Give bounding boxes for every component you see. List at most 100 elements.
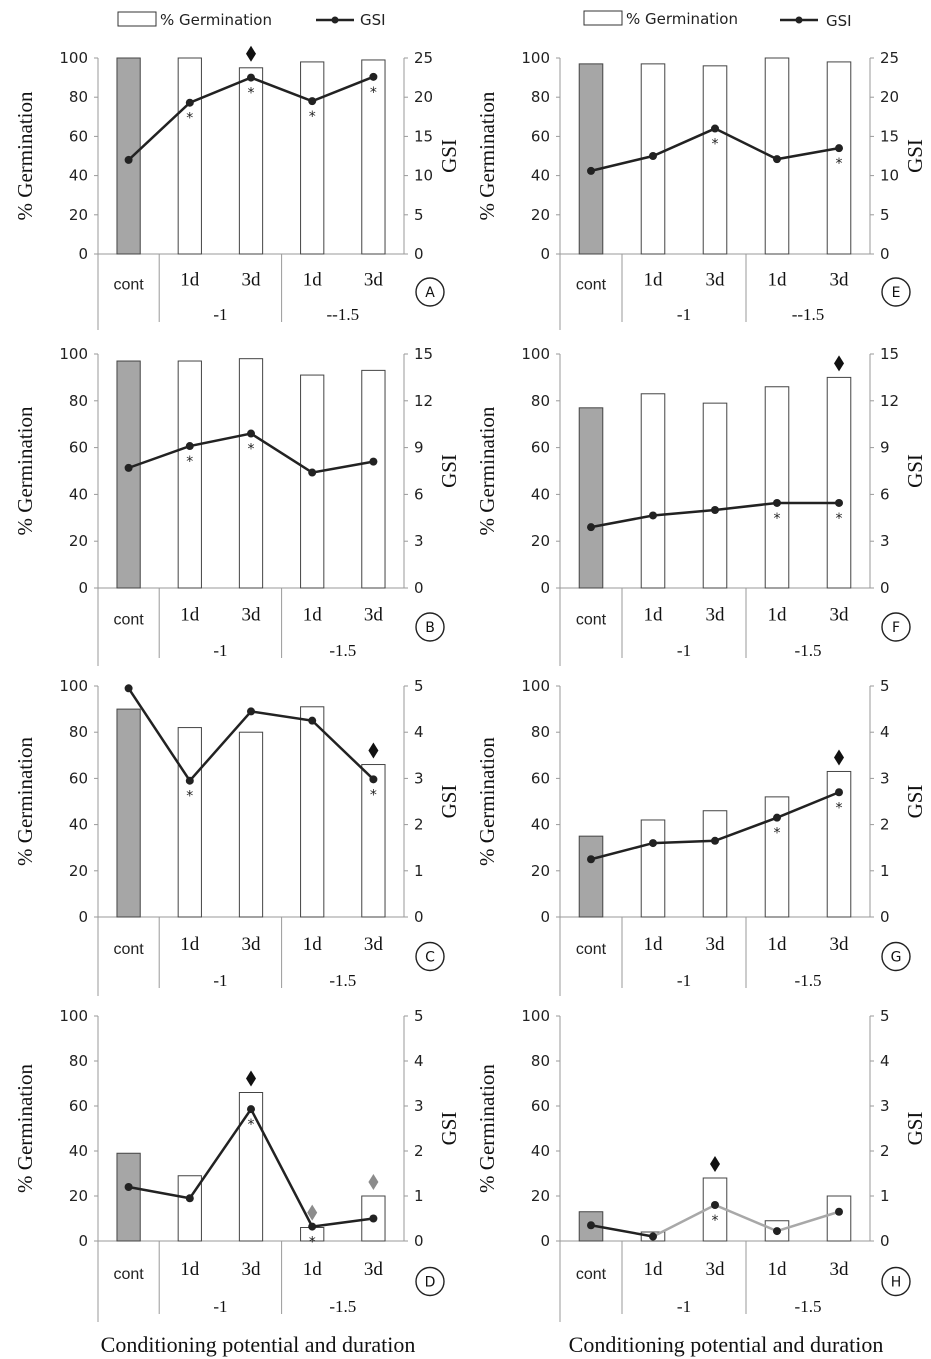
gsi-point — [247, 707, 255, 716]
right-tick-label: 0 — [880, 579, 890, 597]
gsi-point — [185, 1194, 194, 1203]
group-label: -1.5 — [795, 1297, 822, 1316]
panel-letter-circle — [415, 941, 445, 972]
significance-star: * — [186, 111, 193, 127]
left-tick-label: 40 — [69, 816, 88, 834]
category-label: 3d — [364, 605, 384, 626]
panel-e: 0 20 40 60 80 100 0 5 10 15 20 25 % Germination GSI * *… — [475, 49, 927, 330]
diamond-marker — [307, 1204, 318, 1221]
right-tick-label: 2 — [880, 816, 890, 834]
gsi-point — [124, 684, 133, 693]
y-axis-label-right: GSI — [903, 785, 927, 819]
right-tick-label: 9 — [880, 439, 890, 457]
left-tick-label: 100 — [59, 1007, 88, 1025]
category-label: 3d — [242, 1259, 262, 1280]
significance-star: * — [309, 1235, 316, 1251]
significance-star: * — [836, 511, 843, 527]
germination-bar — [764, 386, 790, 589]
left-tick-label: 80 — [531, 723, 550, 741]
category-label: cont — [576, 1266, 607, 1283]
y-axis-label-left: % Germination — [475, 1064, 499, 1193]
right-tick-label: 5 — [880, 677, 890, 695]
left-tick-label: 40 — [531, 167, 550, 185]
diamond-marker — [246, 45, 256, 62]
left-tick-label: 0 — [540, 579, 550, 597]
gsi-point — [835, 1207, 843, 1216]
germination-bar — [116, 360, 141, 589]
left-tick-label: 60 — [69, 127, 88, 145]
right-tick-label: 5 — [414, 206, 424, 224]
right-tick-label: 0 — [414, 579, 424, 597]
germination-bar — [361, 59, 386, 255]
germination-bar — [238, 67, 264, 255]
category-label: cont — [113, 1266, 144, 1283]
significance-star: * — [370, 85, 377, 101]
left-tick-label: 20 — [531, 1187, 550, 1205]
right-tick-label: 3 — [414, 532, 424, 550]
gsi-point — [369, 72, 378, 81]
panel-d: 0 20 40 60 80 100 0 1 2 3 4 5 % Germination GSI * * cont… — [13, 1007, 461, 1322]
panel-letter-circle — [881, 612, 911, 642]
germination-bar — [238, 1092, 264, 1242]
left-tick-label: 100 — [521, 677, 550, 695]
left-tick-label: 80 — [69, 392, 88, 410]
category-label: cont — [113, 277, 144, 294]
category-label: 3d — [830, 1259, 850, 1280]
right-tick-label: 3 — [414, 769, 424, 787]
right-tick-label: 0 — [880, 908, 890, 926]
category-label: 1d — [303, 605, 323, 626]
diamond-marker — [246, 1070, 256, 1087]
y-axis-label-right: GSI — [437, 454, 461, 488]
legend-gsi-marker — [795, 16, 803, 24]
category-label: 1d — [644, 270, 664, 291]
left-tick-label: 100 — [59, 49, 88, 67]
right-tick-label: 2 — [414, 1142, 424, 1160]
gsi-point — [587, 1221, 595, 1230]
group-label: -1 — [213, 305, 227, 324]
gsi-line — [652, 1203, 840, 1238]
legend-right: % Germination GSI — [583, 10, 852, 30]
right-tick-label: 3 — [414, 1097, 424, 1115]
group-label: -1.5 — [329, 971, 356, 990]
right-tick-label: 4 — [414, 1052, 424, 1070]
panel-b: 0 20 40 60 80 100 0 3 6 9 12 15 % Germination GSI * * co… — [13, 345, 461, 666]
gsi-point — [587, 855, 595, 864]
panel-g: 0 20 40 60 80 100 0 1 2 3 4 5 % Germination GSI * * cont… — [475, 677, 927, 996]
right-tick-label: 3 — [880, 532, 890, 550]
panel-letter: E — [892, 285, 901, 301]
significance-star: * — [370, 787, 377, 803]
group-label: -1 — [213, 971, 227, 990]
left-tick-label: 20 — [69, 532, 88, 550]
category-label: 3d — [242, 934, 262, 955]
gsi-point — [649, 511, 657, 520]
germination-bar — [300, 706, 325, 918]
right-tick-label: 2 — [414, 816, 424, 834]
significance-star: * — [186, 454, 193, 470]
panel-letter-circle — [415, 612, 445, 642]
right-tick-label: 1 — [414, 1187, 424, 1205]
left-tick-label: 80 — [69, 723, 88, 741]
germination-bar — [177, 1175, 202, 1242]
gsi-point — [773, 1227, 781, 1236]
category-label: 1d — [768, 605, 788, 626]
group-label: --1.5 — [327, 305, 360, 324]
gsi-point — [185, 776, 194, 785]
category-label: 3d — [364, 1259, 384, 1280]
y-axis-label-left: % Germination — [13, 406, 37, 535]
significance-star: * — [186, 789, 193, 805]
right-tick-label: 4 — [880, 723, 890, 741]
right-tick-label: 25 — [414, 49, 433, 67]
diamond-marker — [368, 742, 379, 759]
panel-letter: B — [425, 620, 435, 636]
right-tick-label: 3 — [880, 1097, 890, 1115]
left-tick-label: 80 — [69, 88, 88, 106]
right-tick-label: 1 — [414, 862, 424, 880]
diamond-marker — [368, 1174, 379, 1190]
left-tick-label: 100 — [59, 677, 88, 695]
category-label: 1d — [644, 605, 664, 626]
gsi-point — [308, 97, 317, 106]
category-label: 1d — [180, 934, 200, 955]
category-label: 3d — [364, 934, 384, 955]
category-label: 1d — [180, 1259, 200, 1280]
panel-letter-circle — [881, 941, 911, 972]
